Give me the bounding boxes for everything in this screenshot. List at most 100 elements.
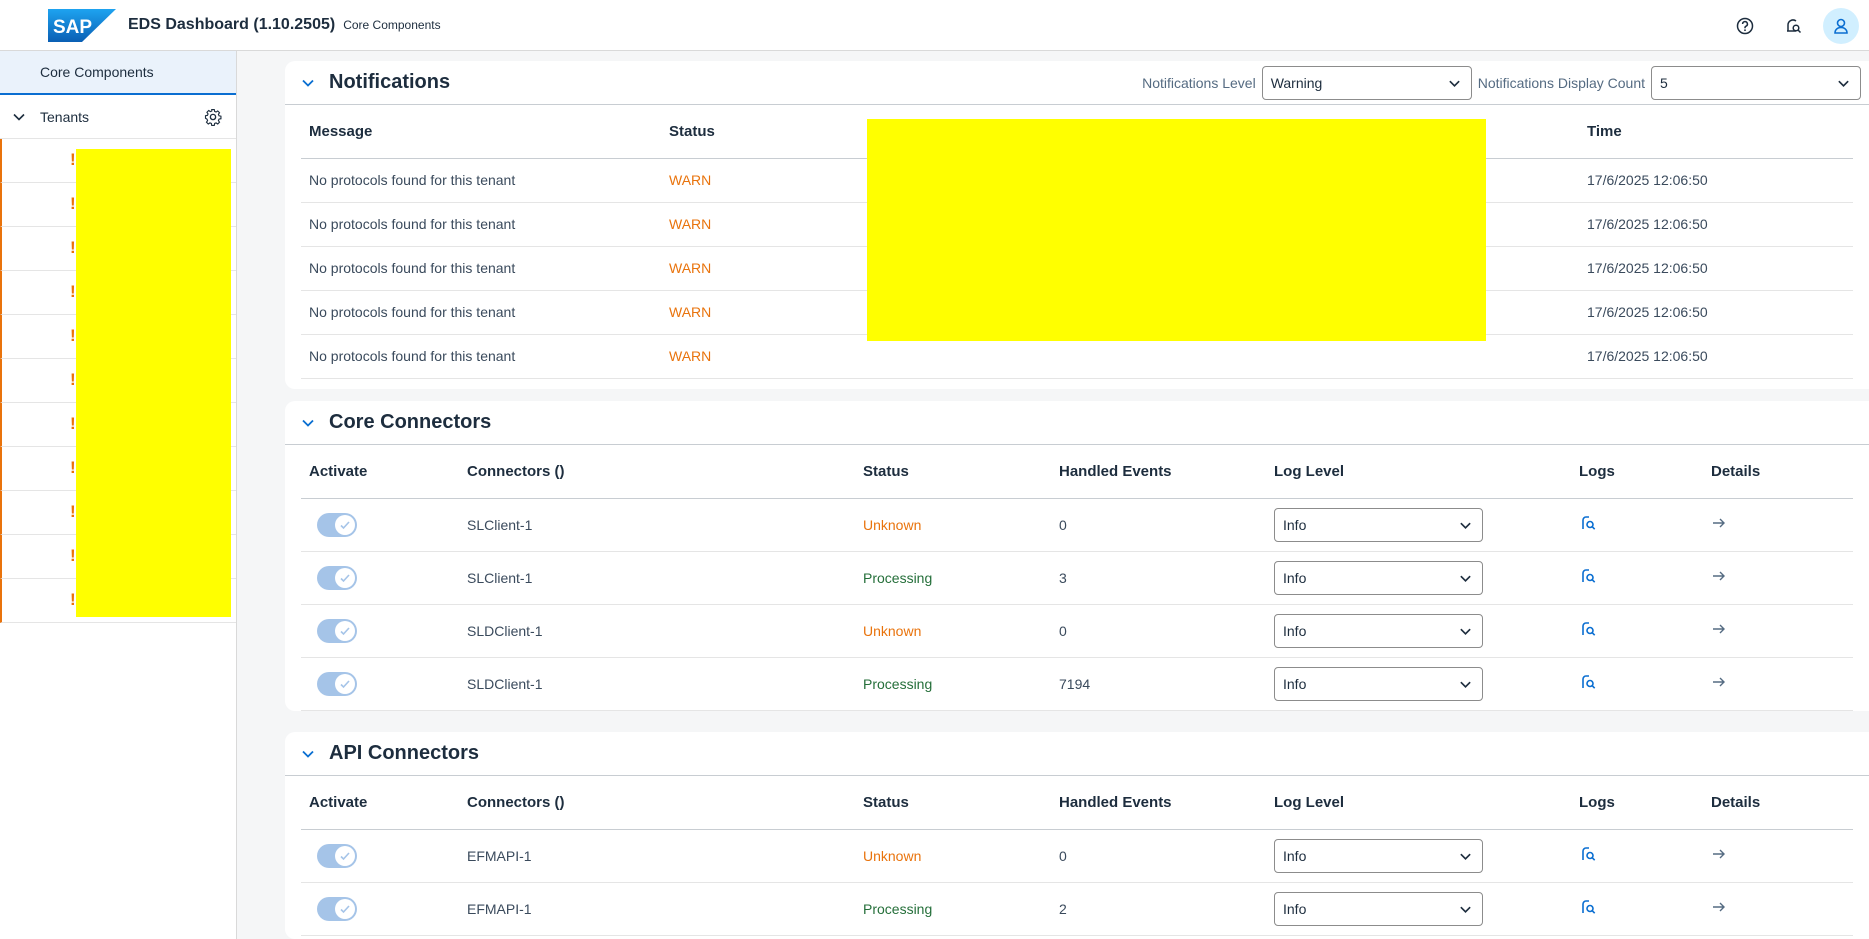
handled-events-cell: 0 bbox=[1051, 604, 1266, 658]
check-icon bbox=[340, 573, 350, 582]
log-search-icon[interactable] bbox=[1579, 898, 1597, 916]
log-search-icon[interactable] bbox=[1579, 845, 1597, 863]
help-button[interactable] bbox=[1727, 8, 1763, 44]
log-level-select[interactable]: Info bbox=[1274, 666, 1483, 701]
notifications-level-label: Notifications Level bbox=[1142, 75, 1256, 91]
col-handled-events: Handled Events bbox=[1051, 776, 1266, 830]
connector-name: EFMAPI-1 bbox=[459, 882, 855, 936]
warning-icon: ! bbox=[70, 546, 76, 565]
details-cell bbox=[1703, 829, 1853, 883]
activate-toggle[interactable] bbox=[317, 671, 357, 696]
table-row: EFMAPI-1 Processing 2 Info bbox=[301, 882, 1853, 936]
log-search-icon[interactable] bbox=[1579, 514, 1597, 532]
sidebar-item-core-components[interactable]: Core Components bbox=[0, 51, 236, 95]
select-value: Info bbox=[1283, 569, 1307, 586]
status-cell: WARN bbox=[661, 202, 859, 247]
activate-toggle[interactable] bbox=[317, 512, 357, 537]
activate-cell bbox=[301, 498, 459, 552]
details-cell bbox=[1703, 604, 1853, 658]
status-cell: WARN bbox=[661, 334, 859, 379]
notifications-level-select[interactable]: Warning bbox=[1261, 66, 1472, 100]
status-cell: Processing bbox=[855, 551, 1051, 605]
notifications-count-label: Notifications Display Count bbox=[1477, 75, 1645, 91]
col-time: Time bbox=[1579, 105, 1853, 159]
time-cell: 17/6/2025 12:06:50 bbox=[1579, 334, 1853, 379]
arrow-right-icon[interactable] bbox=[1711, 674, 1727, 690]
activate-cell bbox=[301, 551, 459, 605]
chevron-down-icon[interactable] bbox=[301, 76, 315, 90]
check-icon bbox=[340, 679, 350, 688]
app-title: EDS Dashboard (1.10.2505) bbox=[128, 16, 336, 33]
chevron-down-icon bbox=[1460, 681, 1471, 688]
message-cell: No protocols found for this tenant bbox=[301, 202, 661, 247]
details-cell bbox=[1703, 882, 1853, 936]
log-level-cell: Info bbox=[1266, 551, 1571, 605]
notifications-panel: Notifications Notifications Level Warnin… bbox=[285, 61, 1869, 389]
log-level-select[interactable]: Info bbox=[1274, 507, 1483, 542]
chevron-down-icon[interactable] bbox=[12, 110, 26, 124]
select-value: 5 bbox=[1660, 75, 1668, 91]
activate-toggle[interactable] bbox=[317, 896, 357, 921]
warning-icon: ! bbox=[70, 414, 76, 433]
notifications-count-select[interactable]: 5 bbox=[1651, 66, 1861, 100]
core-connectors-header: Core Connectors bbox=[285, 401, 1869, 445]
connector-name: SLDClient-1 bbox=[459, 657, 855, 711]
status-cell: Unknown bbox=[855, 829, 1051, 883]
panel-title: Notifications bbox=[329, 71, 451, 93]
log-level-cell: Info bbox=[1266, 498, 1571, 552]
notifications-search-button[interactable] bbox=[1775, 8, 1811, 44]
col-log-level: Log Level bbox=[1266, 776, 1571, 830]
user-avatar[interactable] bbox=[1823, 8, 1859, 44]
svg-text:SAP: SAP bbox=[53, 17, 92, 38]
warning-icon: ! bbox=[70, 194, 76, 213]
col-message: Message bbox=[301, 105, 661, 159]
activate-cell bbox=[301, 604, 459, 658]
warning-icon: ! bbox=[70, 326, 76, 345]
select-value: Info bbox=[1283, 900, 1307, 917]
tenant-item[interactable]: ! bbox=[0, 579, 236, 623]
handled-events-cell: 3 bbox=[1051, 551, 1266, 605]
gear-icon[interactable] bbox=[204, 108, 222, 126]
arrow-right-icon[interactable] bbox=[1711, 899, 1727, 915]
activate-toggle[interactable] bbox=[317, 843, 357, 868]
activate-toggle[interactable] bbox=[317, 565, 357, 590]
log-level-select[interactable]: Info bbox=[1274, 891, 1483, 926]
sidebar-item-tenants[interactable]: Tenants bbox=[0, 95, 236, 139]
select-value: Info bbox=[1283, 516, 1307, 533]
log-level-select[interactable]: Info bbox=[1274, 838, 1483, 873]
log-search-icon[interactable] bbox=[1579, 673, 1597, 691]
activate-toggle[interactable] bbox=[317, 618, 357, 643]
chevron-down-icon[interactable] bbox=[301, 747, 315, 761]
connector-name: SLClient-1 bbox=[459, 551, 855, 605]
log-search-icon[interactable] bbox=[1579, 567, 1597, 585]
status-cell: WARN bbox=[661, 290, 859, 335]
notification-search-icon bbox=[1787, 19, 1802, 34]
col-connectors: Connectors () bbox=[459, 776, 855, 830]
arrow-right-icon[interactable] bbox=[1711, 515, 1727, 531]
time-cell: 17/6/2025 12:06:50 bbox=[1579, 290, 1853, 335]
arrow-right-icon[interactable] bbox=[1711, 621, 1727, 637]
arrow-right-icon[interactable] bbox=[1711, 846, 1727, 862]
details-cell bbox=[1703, 498, 1853, 552]
chevron-down-icon[interactable] bbox=[301, 416, 315, 430]
status-cell: Unknown bbox=[855, 604, 1051, 658]
log-search-icon[interactable] bbox=[1579, 620, 1597, 638]
chevron-down-icon bbox=[1460, 522, 1471, 529]
chevron-down-icon bbox=[1460, 853, 1471, 860]
logs-cell bbox=[1571, 882, 1703, 936]
status-cell: Unknown bbox=[855, 498, 1051, 552]
sap-logo[interactable]: SAP bbox=[48, 8, 116, 42]
select-value: Info bbox=[1283, 622, 1307, 639]
api-connectors-header: API Connectors bbox=[285, 732, 1869, 776]
table-row: SLDClient-1 Processing 7194 Info bbox=[301, 657, 1853, 711]
log-level-cell: Info bbox=[1266, 882, 1571, 936]
log-level-cell: Info bbox=[1266, 829, 1571, 883]
log-level-select[interactable]: Info bbox=[1274, 613, 1483, 648]
check-icon bbox=[340, 904, 350, 913]
activate-cell bbox=[301, 657, 459, 711]
source-cell bbox=[1267, 334, 1579, 379]
select-value: Warning bbox=[1270, 75, 1323, 91]
log-level-select[interactable]: Info bbox=[1274, 560, 1483, 595]
arrow-right-icon[interactable] bbox=[1711, 568, 1727, 584]
table-row[interactable]: No protocols found for this tenant WARN … bbox=[301, 334, 1853, 379]
